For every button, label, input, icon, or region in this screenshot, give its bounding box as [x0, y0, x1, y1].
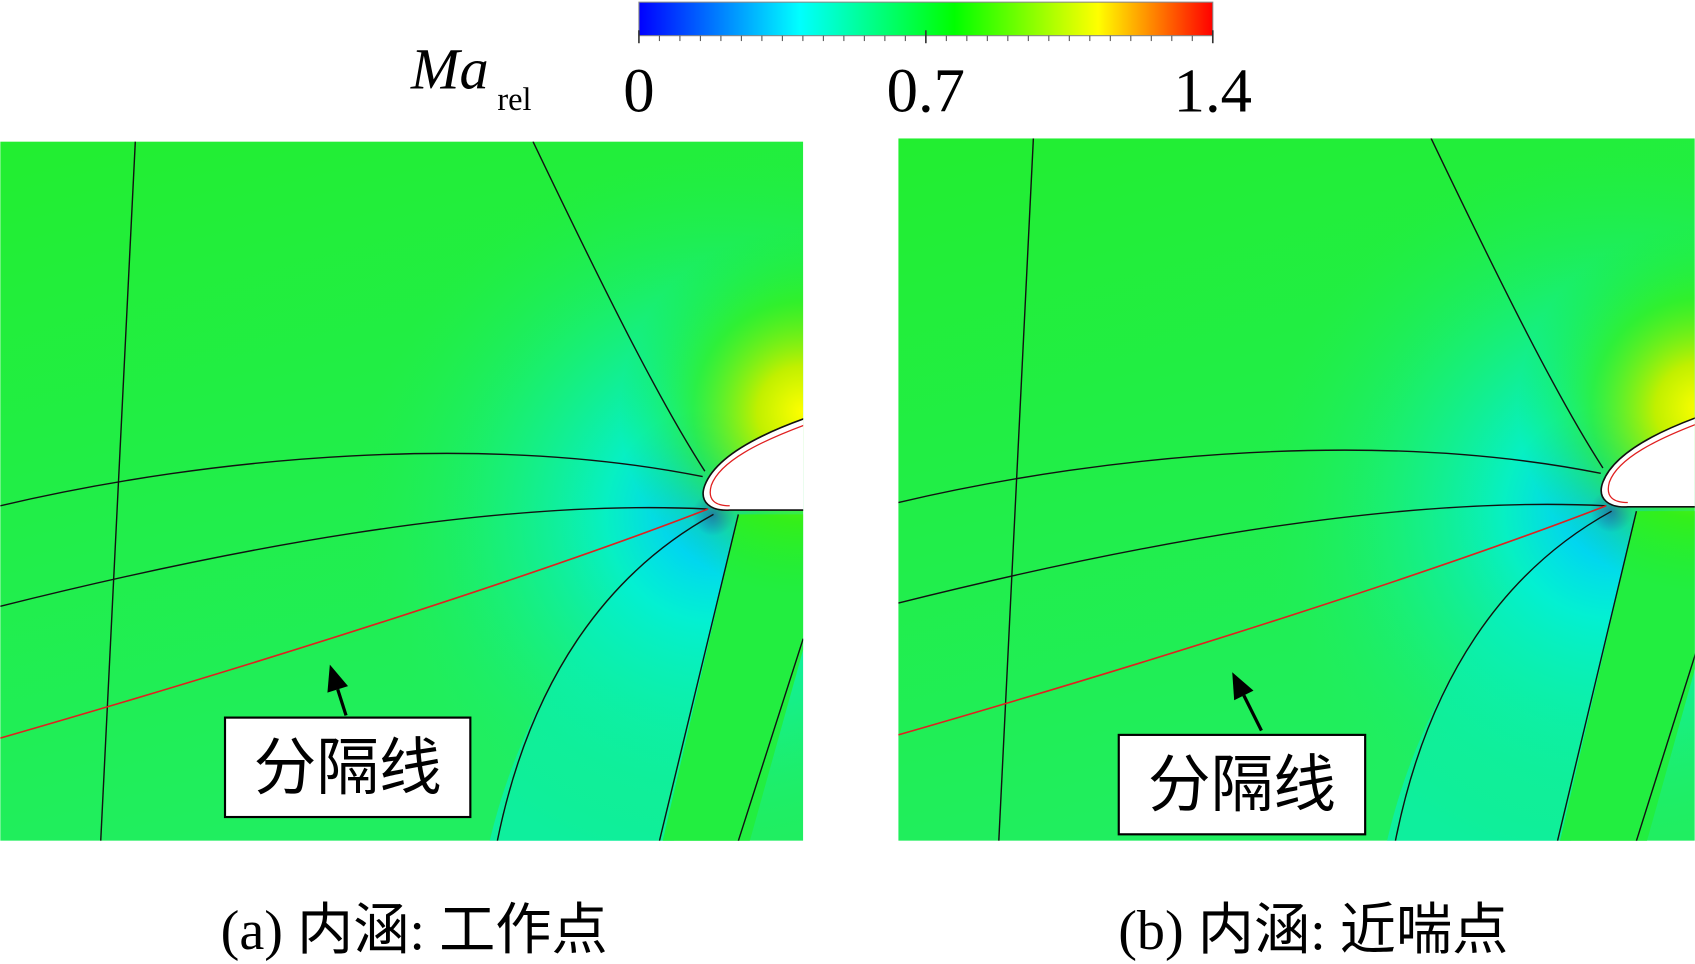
colorbar-tick-label: 1.4: [1174, 55, 1252, 125]
separator-line: [898, 505, 1607, 736]
annotation-box: [1117, 733, 1367, 836]
blade-edge: [1607, 424, 1695, 504]
grid-curve: [1430, 138, 1604, 469]
panel-caption: (b) 内涵: 近喘点: [1118, 900, 1508, 962]
blade: [702, 418, 804, 511]
colorbar: [638, 1, 1214, 37]
grid-curve: [998, 138, 1035, 841]
annotation-text: 分隔线: [1148, 750, 1336, 820]
arrow-head: [1232, 672, 1254, 701]
grid-curve: [658, 514, 740, 841]
separator-line: [0, 508, 709, 739]
annotation-text: 分隔线: [254, 733, 442, 803]
blade: [1600, 417, 1695, 508]
colorbar-label-sub: rel: [497, 82, 531, 118]
arrow-head: [327, 664, 349, 693]
contour-panel: 分隔线: [0, 141, 804, 841]
grid-curve: [496, 513, 714, 841]
arrow-shaft: [336, 688, 348, 716]
streamline: [0, 506, 709, 607]
grid-curve: [737, 638, 804, 841]
blade-edge: [709, 424, 804, 507]
colorbar-label: Ma: [410, 37, 489, 102]
streamline: [898, 503, 1607, 604]
grid-curve: [1556, 511, 1638, 841]
colorbar-tick-label: 0: [623, 55, 654, 125]
colorbar-tick-label: 0.7: [887, 55, 965, 125]
high-speed-glow: [898, 138, 1695, 841]
streamline: [898, 449, 1601, 504]
grid-curve: [532, 141, 706, 472]
annotation-box: [223, 716, 472, 819]
grid-curve: [1394, 510, 1612, 841]
arrow-shaft: [1242, 694, 1263, 732]
streamline: [0, 452, 703, 507]
grid-curve: [1635, 653, 1695, 841]
contour-field: [898, 138, 1695, 841]
panel-caption: (a) 内涵: 工作点: [221, 900, 608, 962]
contour-panel: 分隔线: [898, 138, 1695, 841]
grid-curve: [100, 141, 137, 841]
